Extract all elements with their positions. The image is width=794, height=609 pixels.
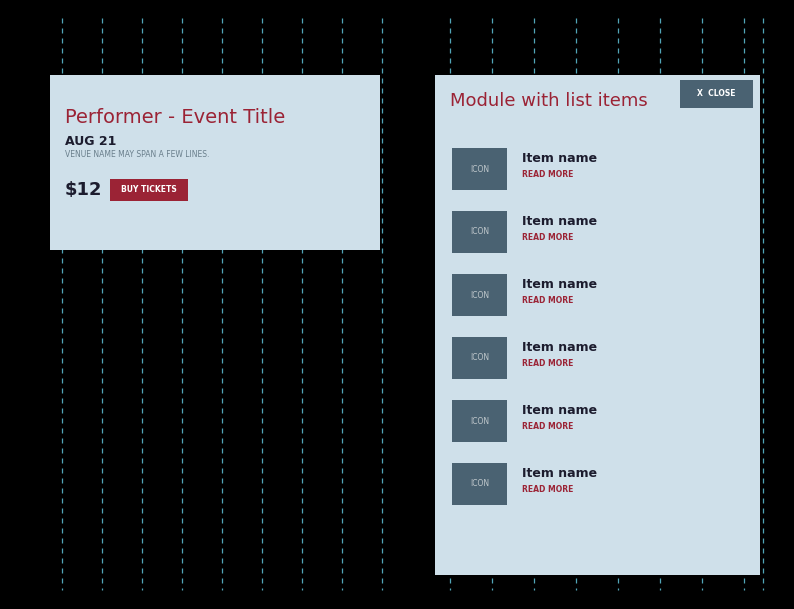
Text: ICON: ICON [470, 228, 489, 236]
Text: BUY TICKETS: BUY TICKETS [121, 186, 177, 194]
Bar [452, 148, 507, 190]
Bar [680, 80, 753, 108]
Text: Item name: Item name [522, 341, 597, 354]
Text: READ MORE: READ MORE [522, 296, 573, 305]
Bar [435, 75, 760, 575]
Text: READ MORE: READ MORE [522, 170, 573, 179]
Text: ICON: ICON [470, 290, 489, 300]
Text: Module with list items: Module with list items [450, 92, 648, 110]
Text: Item name: Item name [522, 467, 597, 480]
Bar [452, 274, 507, 316]
Text: READ MORE: READ MORE [522, 359, 573, 368]
Text: AUG 21: AUG 21 [65, 135, 117, 148]
Text: X  CLOSE: X CLOSE [697, 90, 736, 99]
Bar [452, 400, 507, 442]
Text: Item name: Item name [522, 152, 597, 165]
Text: ICON: ICON [470, 164, 489, 174]
Bar [452, 463, 507, 505]
Text: READ MORE: READ MORE [522, 233, 573, 242]
Text: ICON: ICON [470, 479, 489, 488]
Bar [452, 211, 507, 253]
Text: VENUE NAME MAY SPAN A FEW LINES.: VENUE NAME MAY SPAN A FEW LINES. [65, 150, 210, 159]
Text: ICON: ICON [470, 353, 489, 362]
Bar [452, 337, 507, 379]
Text: READ MORE: READ MORE [522, 485, 573, 494]
Bar [50, 75, 380, 250]
Text: Item name: Item name [522, 215, 597, 228]
Text: Performer - Event Title: Performer - Event Title [65, 108, 285, 127]
Text: $12: $12 [65, 181, 102, 199]
Text: ICON: ICON [470, 417, 489, 426]
Text: Item name: Item name [522, 278, 597, 291]
Text: Item name: Item name [522, 404, 597, 417]
Bar [110, 179, 188, 201]
Text: READ MORE: READ MORE [522, 422, 573, 431]
